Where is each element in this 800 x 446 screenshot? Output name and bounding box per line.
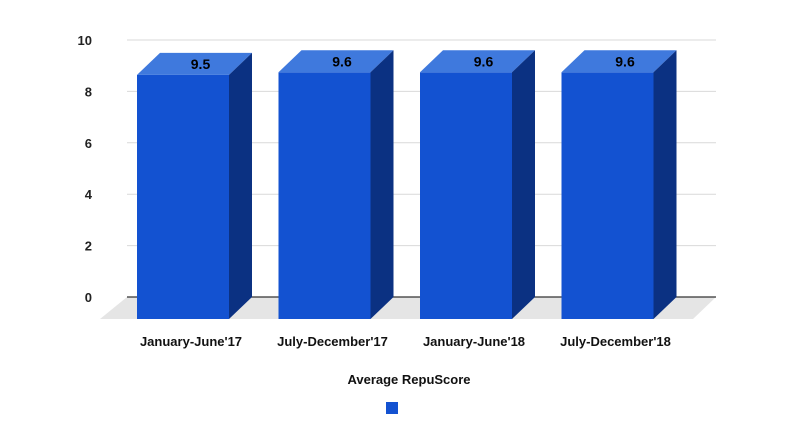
y-tick-label: 8	[85, 84, 92, 99]
bar-side[interactable]	[229, 52, 252, 319]
bar-side[interactable]	[512, 50, 535, 319]
y-tick-label: 0	[85, 290, 92, 305]
bar-front[interactable]	[278, 72, 371, 319]
bar[interactable]	[137, 52, 252, 319]
data-label: 9.6	[474, 53, 494, 69]
bar-top[interactable]	[278, 50, 394, 73]
x-axis-title: Average RepuScore	[347, 372, 470, 387]
bar-top[interactable]	[561, 50, 677, 73]
bar-side[interactable]	[370, 50, 394, 319]
x-axis-categories: January-June'17 July-December'17 January-J…	[140, 334, 671, 349]
bars	[137, 50, 677, 319]
bar[interactable]	[561, 50, 677, 319]
bar[interactable]	[420, 50, 535, 319]
bar-side[interactable]	[653, 50, 677, 319]
y-tick-label: 2	[85, 239, 92, 254]
bar-front[interactable]	[420, 72, 512, 319]
data-label: 9.5	[191, 56, 211, 72]
bar-front[interactable]	[137, 74, 229, 319]
x-category-label: January-June'18	[423, 334, 525, 349]
y-tick-label: 4	[85, 187, 93, 202]
y-tick-label: 10	[78, 33, 92, 48]
y-axis-ticks: 0 2 4 6 8 10	[78, 33, 93, 305]
x-category-label: January-June'17	[140, 334, 242, 349]
bar-front[interactable]	[561, 72, 654, 319]
data-labels: 9.5 9.6 9.6 9.6	[191, 53, 635, 72]
data-label: 9.6	[332, 53, 352, 69]
bar-top[interactable]	[137, 52, 252, 75]
bar-top[interactable]	[420, 50, 535, 73]
x-category-label: July-December'18	[560, 334, 671, 349]
y-tick-label: 6	[85, 136, 92, 151]
x-category-label: July-December'17	[277, 334, 388, 349]
bar[interactable]	[278, 50, 394, 319]
data-label: 9.6	[615, 53, 635, 69]
legend-swatch[interactable]	[386, 402, 398, 414]
